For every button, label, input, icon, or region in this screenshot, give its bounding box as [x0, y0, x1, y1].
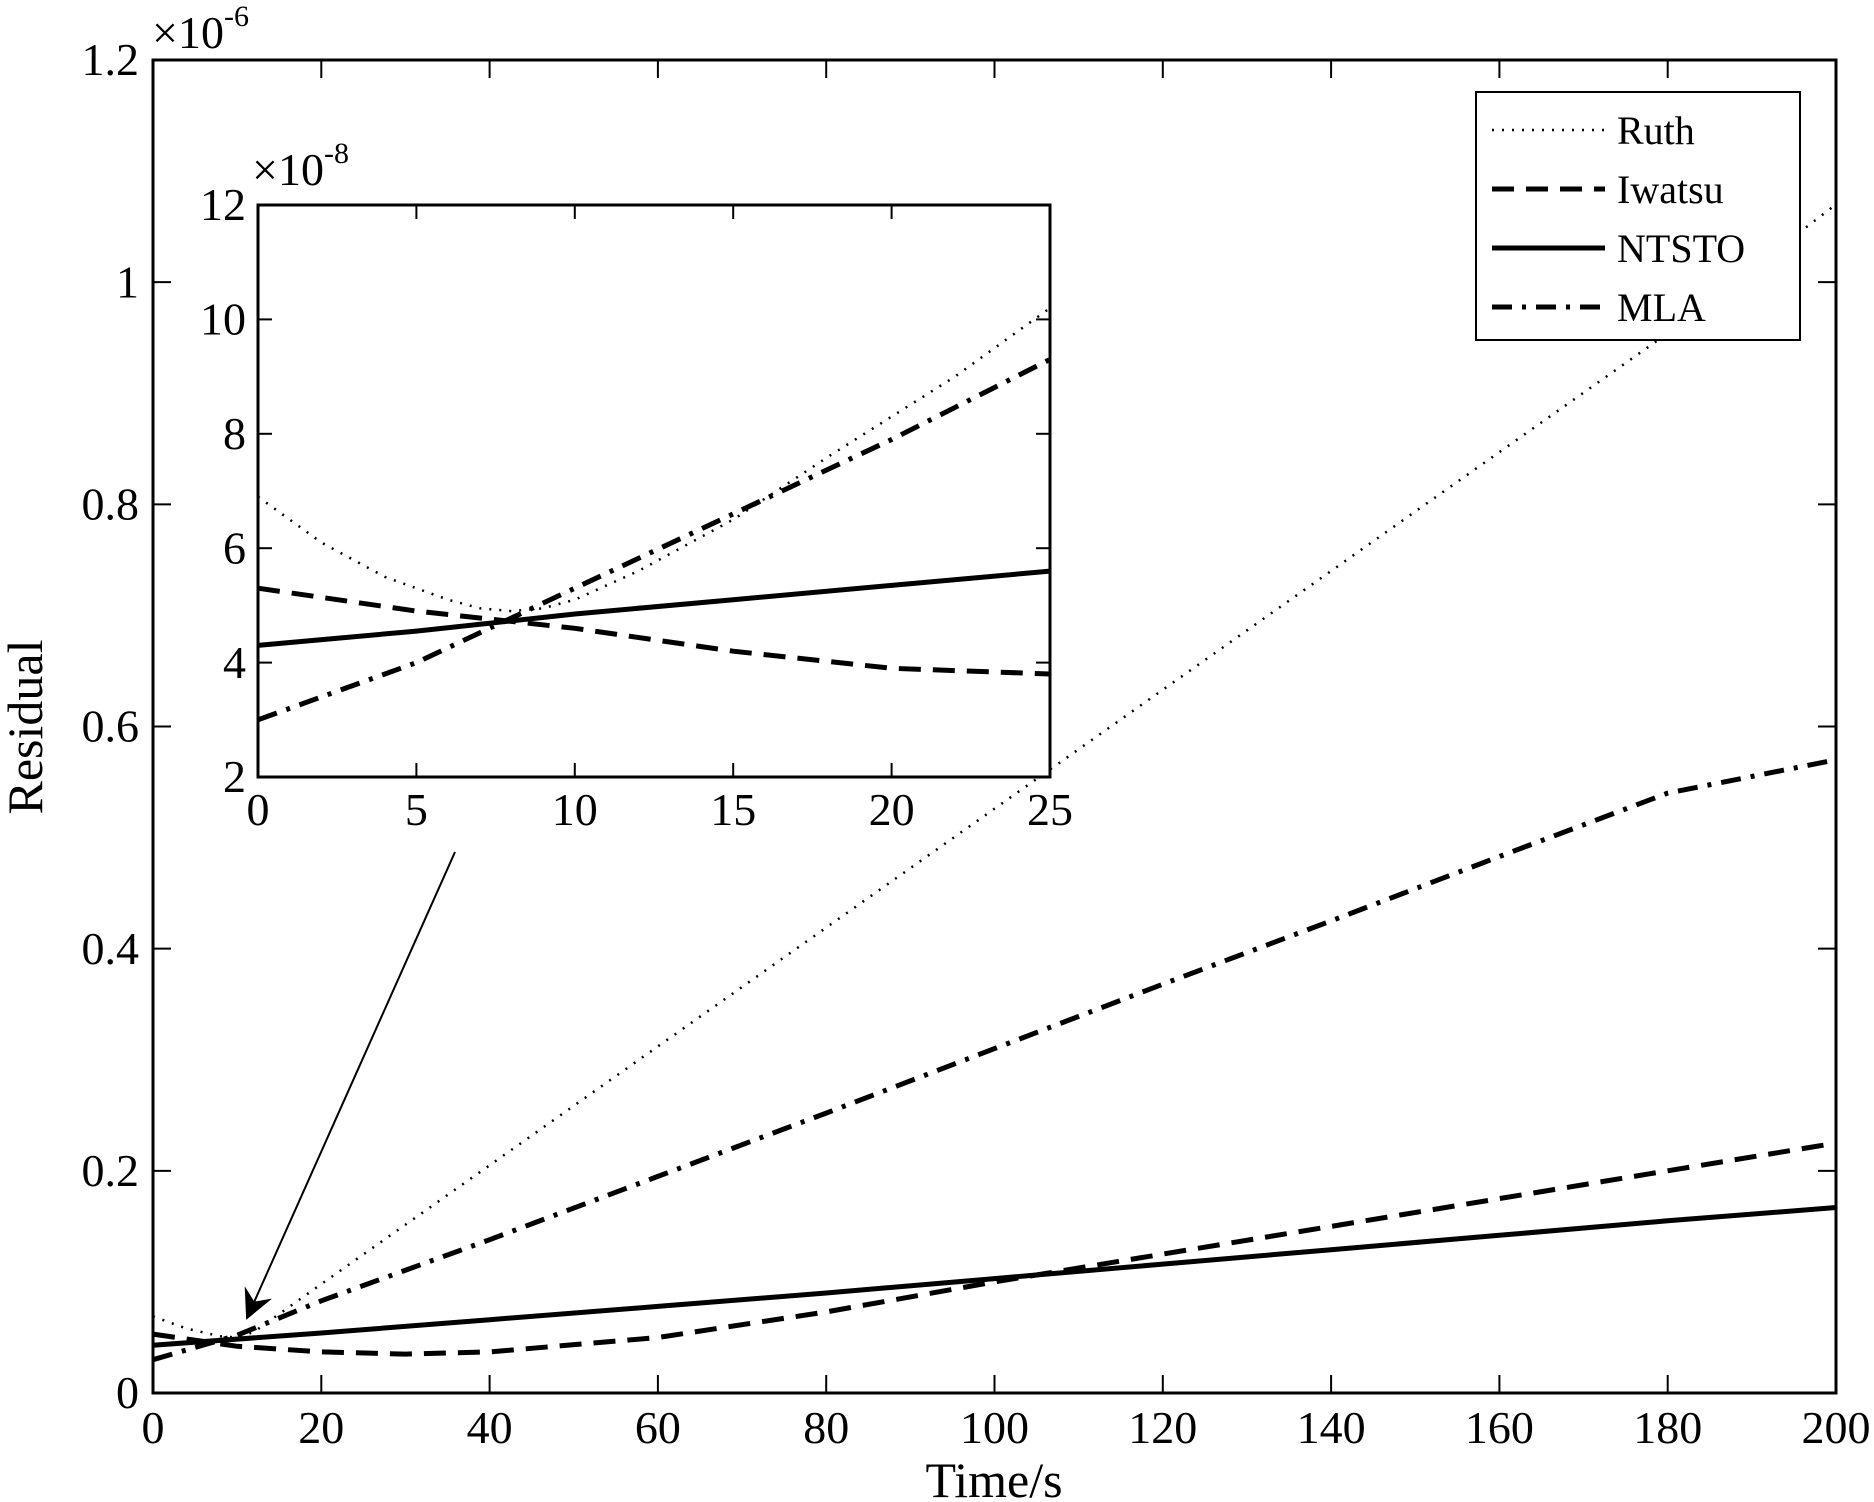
y-tick-label: 10	[200, 294, 246, 345]
inset-chart: 0 5 10 15 20 25 2 4 6 8 10 12 ×10-8	[200, 137, 1073, 835]
x-tick-label: 10	[552, 784, 598, 835]
x-tick-label: 20	[298, 1402, 344, 1453]
series-line-mla	[257, 357, 1052, 723]
main-y-multiplier-base: ×10	[152, 7, 224, 58]
legend-label-mla: MLA	[1617, 285, 1706, 330]
x-tick-label: 25	[1027, 784, 1073, 835]
y-tick-label: 4	[223, 637, 246, 688]
inset-y-multiplier: ×10-8	[252, 137, 349, 195]
legend-label-iwatsu: Iwatsu	[1617, 167, 1724, 212]
series-line-ntsto	[152, 1205, 1837, 1348]
inset-y-multiplier-exponent: -8	[324, 137, 349, 170]
y-tick-label: 2	[223, 751, 246, 802]
y-tick-label: 0.4	[82, 923, 140, 974]
y-tick-label: 0	[116, 1367, 139, 1418]
x-tick-label: 5	[405, 784, 428, 835]
x-tick-label: 100	[960, 1402, 1029, 1453]
main-x-ticks: 0 20 40 60 80 100 120 140 160 180 200	[142, 60, 1871, 1453]
series-line-ruth	[152, 203, 1837, 1339]
series-line-ntsto	[257, 568, 1051, 648]
y-tick-label: 12	[200, 179, 246, 230]
x-tick-label: 200	[1802, 1402, 1871, 1453]
main-y-multiplier-exponent: -6	[224, 0, 249, 33]
legend: Ruth Iwatsu NTSTO MLA	[1475, 91, 1801, 341]
y-tick-label: 0.8	[82, 479, 140, 530]
inset-y-multiplier-base: ×10	[252, 144, 324, 195]
y-tick-label: 0.6	[82, 701, 140, 752]
inset-x-ticks: 0 5 10 15 20 25	[247, 205, 1073, 835]
x-tick-label: 60	[635, 1402, 681, 1453]
x-tick-label: 0	[247, 784, 270, 835]
legend-label-ruth: Ruth	[1617, 108, 1695, 153]
legend-box	[1475, 91, 1801, 341]
x-tick-label: 140	[1297, 1402, 1366, 1453]
x-tick-label: 160	[1465, 1402, 1534, 1453]
y-axis-label: Residual	[0, 640, 53, 815]
y-tick-label: 1	[116, 256, 139, 307]
y-tick-label: 0.2	[82, 1145, 140, 1196]
x-tick-label: 80	[803, 1402, 849, 1453]
x-tick-label: 0	[142, 1402, 165, 1453]
y-tick-label: 6	[223, 522, 246, 573]
inset-series-group	[257, 306, 1052, 723]
inset-y-ticks: 2 4 6 8 10 12	[200, 179, 1050, 802]
x-tick-label: 15	[710, 784, 756, 835]
y-tick-label: 8	[223, 408, 246, 459]
main-series-group	[152, 203, 1837, 1363]
x-tick-label: 180	[1633, 1402, 1702, 1453]
legend-label-ntsto: NTSTO	[1617, 226, 1745, 271]
main-y-multiplier: ×10-6	[152, 0, 249, 58]
series-line-iwatsu	[257, 585, 1051, 677]
x-tick-label: 20	[869, 784, 915, 835]
inset-plot-frame	[256, 203, 1052, 779]
series-line-mla	[152, 757, 1837, 1363]
x-tick-label: 120	[1128, 1402, 1197, 1453]
x-tick-label: 40	[467, 1402, 513, 1453]
main-y-ticks: 0 0.2 0.4 0.6 0.8 1 1.2	[82, 34, 1836, 1418]
y-tick-label: 1.2	[82, 34, 140, 85]
x-axis-label: Time/s	[925, 1452, 1062, 1502]
series-line-ruth	[257, 306, 1051, 613]
zoom-pointer-arrow	[244, 851, 456, 1320]
